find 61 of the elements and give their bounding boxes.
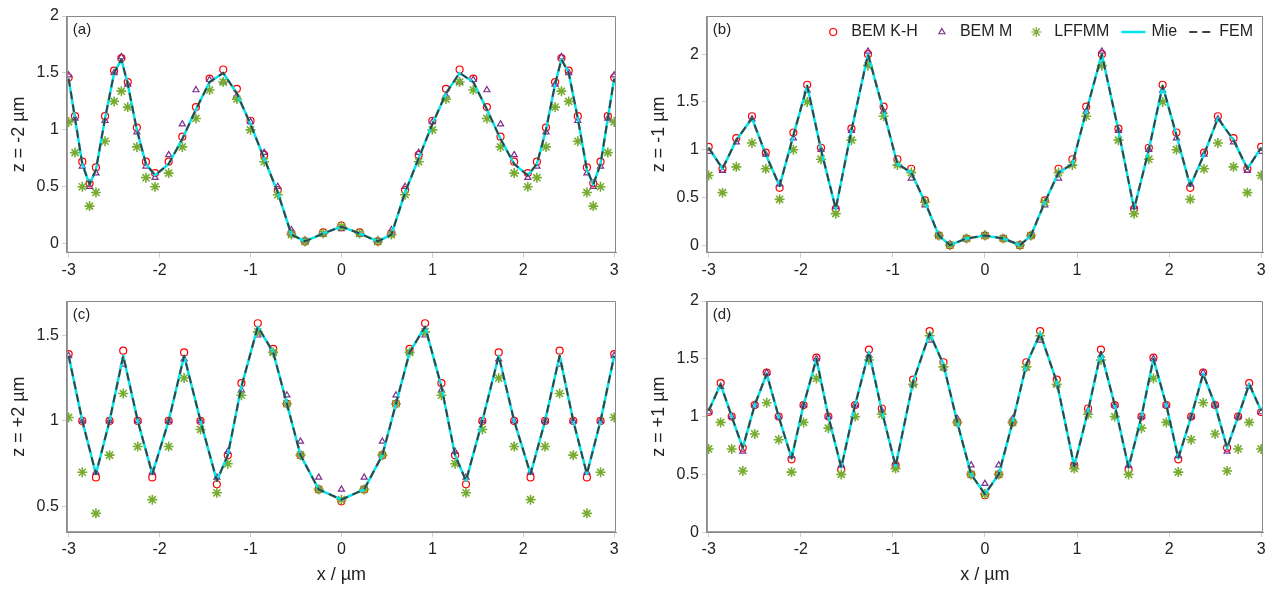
- x-tick-label: 1: [427, 260, 437, 278]
- y-tick-label: 0: [49, 234, 59, 252]
- x-tick-label: -3: [701, 260, 716, 278]
- y-tick-label: 1: [689, 407, 699, 425]
- y-tick-label: 1.5: [36, 63, 59, 81]
- x-tick-label: -1: [885, 260, 901, 278]
- x-tick-label: -1: [243, 260, 258, 278]
- x-tick-label: 2: [1164, 260, 1174, 278]
- x-tick-label: 1: [427, 540, 437, 558]
- annotation: (a): [72, 19, 92, 37]
- annotation: (c): [72, 304, 91, 322]
- annotation: (b): [712, 19, 732, 37]
- x-tick-label: -2: [152, 260, 167, 278]
- annotation: (d): [712, 304, 732, 322]
- y-axis-title: z = +1 µm: [647, 376, 668, 457]
- x-tick-label: 2: [1164, 540, 1174, 558]
- x-tick-label: 1: [1072, 540, 1082, 558]
- y-tick-label: 1.5: [36, 325, 59, 343]
- x-tick-label: -2: [152, 540, 167, 558]
- y-axis-title: z = -1 µm: [647, 96, 668, 173]
- x-tick-label: 2: [518, 540, 528, 558]
- y-tick-label: 0.5: [36, 177, 59, 195]
- legend-label: Mie: [1151, 22, 1178, 40]
- x-tick-label: 3: [1256, 540, 1266, 558]
- y-axis-title: z = -2 µm: [7, 96, 28, 173]
- y-tick-label: 1: [689, 140, 699, 158]
- x-tick-label: 3: [609, 260, 619, 278]
- x-tick-label: 0: [980, 540, 990, 558]
- x-tick-label: -3: [61, 260, 76, 278]
- x-axis-title: x / µm: [960, 564, 1010, 585]
- legend-label: FEM: [1219, 22, 1254, 40]
- y-axis-title: z = +2 µm: [7, 376, 28, 457]
- y-tick-label: 0: [689, 522, 699, 540]
- y-tick-label: 1.5: [676, 349, 699, 367]
- x-tick-label: -2: [793, 260, 808, 278]
- x-tick-label: 0: [336, 260, 346, 278]
- y-tick-label: 0.5: [676, 464, 699, 482]
- y-tick-label: 1: [49, 411, 59, 429]
- x-tick-label: -3: [701, 540, 716, 558]
- x-tick-label: 2: [518, 260, 528, 278]
- x-tick-label: 0: [980, 260, 990, 278]
- x-tick-label: 3: [609, 540, 619, 558]
- legend-label: LFFMM: [1054, 22, 1110, 40]
- y-tick-label: 1.5: [676, 92, 699, 110]
- x-tick-label: 1: [1072, 260, 1082, 278]
- y-tick-label: 0.5: [36, 496, 59, 514]
- x-tick-label: 3: [1256, 260, 1266, 278]
- y-tick-label: 2: [689, 291, 699, 309]
- legend-label: BEM K-H: [851, 22, 918, 40]
- y-tick-label: 2: [49, 6, 59, 24]
- x-tick-label: -2: [793, 540, 808, 558]
- x-tick-label: -3: [61, 540, 76, 558]
- x-tick-label: 0: [336, 540, 346, 558]
- x-tick-label: -1: [885, 540, 901, 558]
- y-tick-label: 0: [689, 235, 699, 253]
- y-tick-label: 2: [689, 44, 699, 62]
- x-tick-label: -1: [243, 540, 258, 558]
- x-axis-title: x / µm: [316, 564, 367, 585]
- y-tick-label: 1: [49, 120, 59, 138]
- legend-label: BEM M: [959, 22, 1013, 40]
- y-tick-label: 0.5: [676, 187, 699, 205]
